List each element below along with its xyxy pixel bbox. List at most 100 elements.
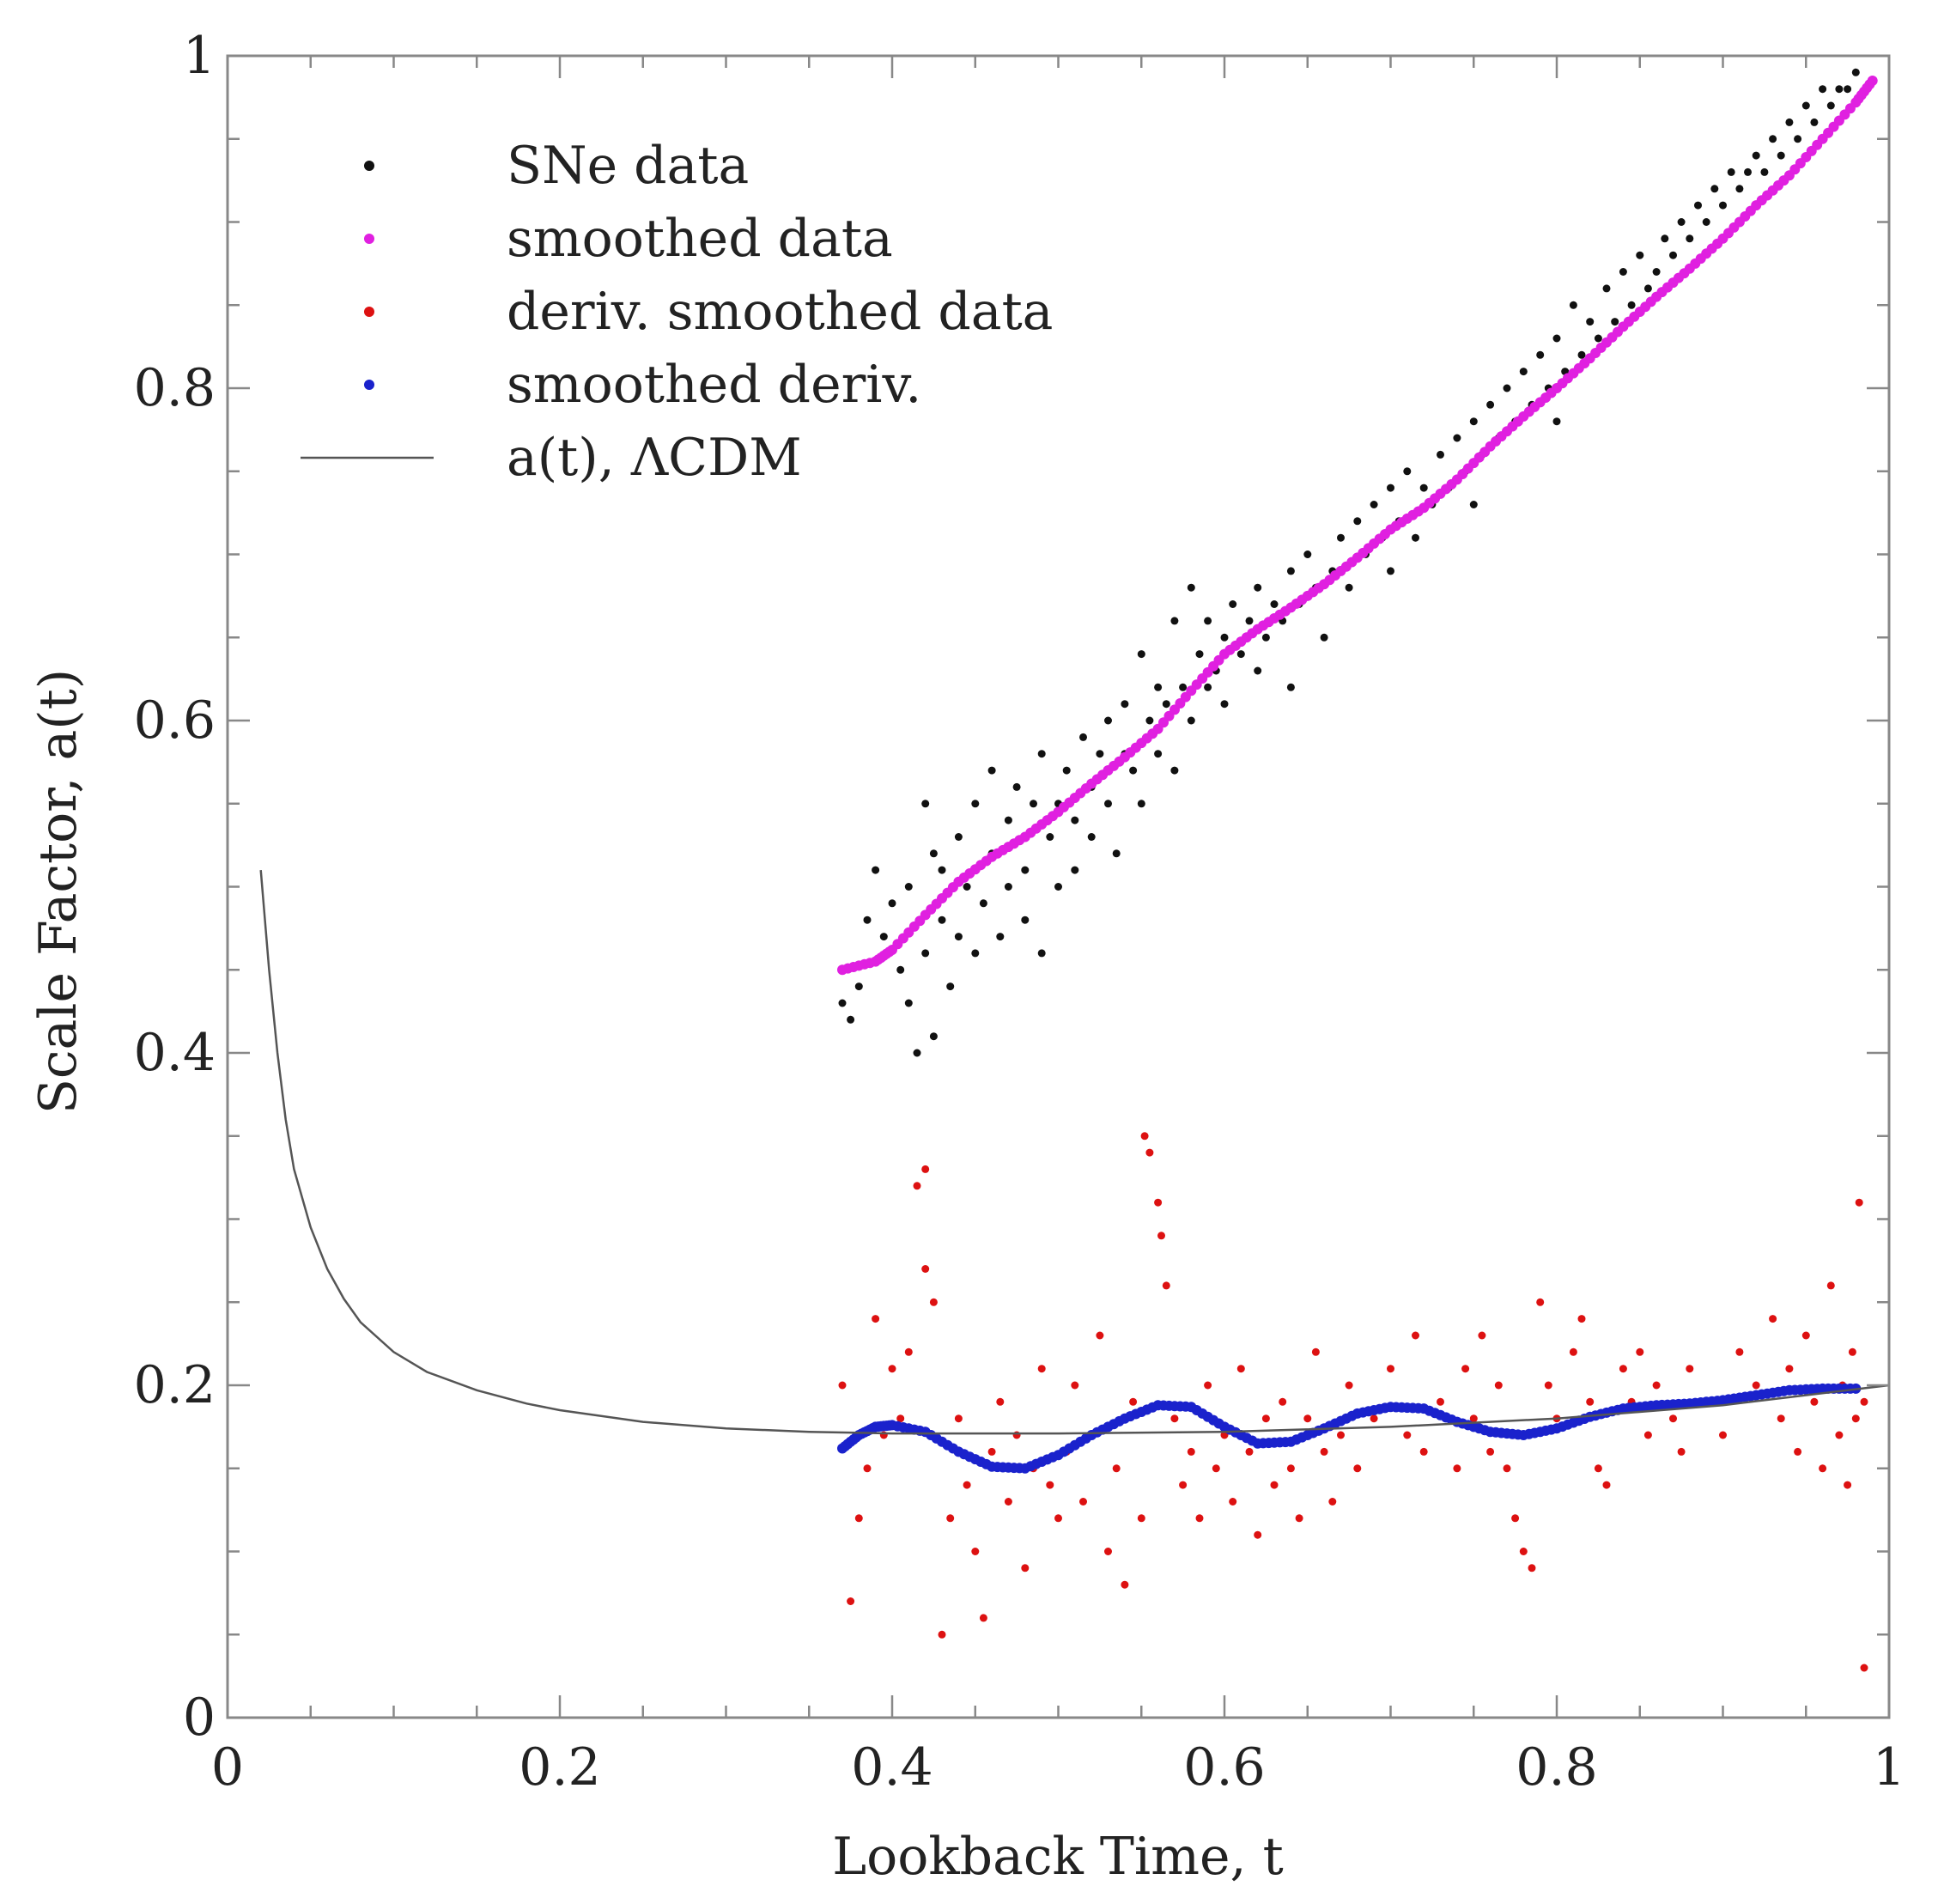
deriv-smoothed-data-point bbox=[1303, 1414, 1312, 1423]
deriv-smoothed-data-point bbox=[1195, 1514, 1204, 1523]
sne-data-point bbox=[1851, 68, 1860, 76]
smoothed-data-point bbox=[1867, 76, 1878, 86]
sne-data-point bbox=[921, 800, 930, 808]
deriv-smoothed-data-point bbox=[1844, 1481, 1852, 1489]
x-tick-label: 0.4 bbox=[851, 1737, 933, 1798]
sne-data-point bbox=[1686, 234, 1694, 243]
deriv-smoothed-data-point bbox=[1860, 1397, 1868, 1406]
legend-deriv-smoothed-data-label: deriv. smoothed data bbox=[507, 282, 1053, 342]
deriv-smoothed-data-point bbox=[904, 1347, 913, 1356]
deriv-smoothed-data-point bbox=[987, 1447, 996, 1456]
y-axis-title: Scale Factor, a(t) bbox=[28, 669, 88, 1114]
deriv-smoothed-data-point bbox=[1121, 1580, 1129, 1589]
deriv-smoothed-data-point bbox=[1735, 1347, 1744, 1356]
sne-data-point bbox=[1145, 716, 1154, 725]
sne-data-point bbox=[1104, 716, 1112, 725]
legend-deriv-smoothed-data-swatch bbox=[364, 307, 374, 317]
sne-data-point bbox=[938, 916, 946, 924]
x-axis-title: Lookback Time, t bbox=[832, 1827, 1284, 1887]
deriv-smoothed-data-point bbox=[1004, 1498, 1012, 1506]
deriv-smoothed-data-point bbox=[1311, 1347, 1320, 1356]
deriv-smoothed-data-point bbox=[1486, 1447, 1495, 1456]
x-tick-label: 0 bbox=[211, 1737, 244, 1798]
deriv-smoothed-data-point bbox=[1337, 1431, 1345, 1439]
deriv-smoothed-data-point bbox=[1785, 1365, 1794, 1373]
sne-data-point bbox=[1137, 800, 1145, 808]
sne-data-point bbox=[1486, 400, 1495, 409]
sne-data-point bbox=[1121, 700, 1129, 709]
sne-data-point bbox=[1012, 782, 1021, 791]
sne-data-point bbox=[1004, 883, 1012, 891]
sne-data-point bbox=[1694, 201, 1702, 210]
deriv-smoothed-data-point bbox=[1137, 1514, 1145, 1523]
deriv-smoothed-data-point bbox=[1669, 1414, 1677, 1423]
deriv-smoothed-data-point bbox=[1769, 1315, 1777, 1323]
sne-data-point bbox=[1403, 467, 1412, 476]
sne-data-point bbox=[1187, 583, 1195, 592]
sne-data-point bbox=[1735, 185, 1744, 193]
sne-data-point bbox=[1727, 167, 1735, 176]
sne-data-point bbox=[904, 999, 913, 1007]
sne-data-point bbox=[1387, 484, 1394, 492]
deriv-smoothed-data-point bbox=[1643, 1431, 1652, 1439]
sne-data-point bbox=[1387, 567, 1394, 575]
sne-data-point bbox=[1794, 135, 1802, 143]
sne-data-point bbox=[1752, 151, 1760, 160]
sne-data-point bbox=[1129, 766, 1138, 775]
deriv-smoothed-data-point bbox=[1835, 1431, 1844, 1439]
sne-data-point bbox=[854, 982, 863, 991]
sne-data-point bbox=[888, 899, 896, 908]
deriv-smoothed-data-point bbox=[1855, 1198, 1863, 1207]
deriv-smoothed-data-point bbox=[1636, 1347, 1644, 1356]
sne-data-point bbox=[1536, 350, 1545, 359]
sne-data-point bbox=[1286, 683, 1295, 691]
deriv-smoothed-data-point bbox=[1810, 1397, 1819, 1406]
axis-labels: Lookback Time, t Scale Factor, a(t) bbox=[28, 669, 1284, 1887]
sne-data-point bbox=[1236, 650, 1245, 659]
sne-data-point bbox=[1170, 766, 1179, 775]
sne-data-point bbox=[1643, 284, 1652, 293]
deriv-smoothed-data-point bbox=[1370, 1414, 1378, 1423]
sne-data-point bbox=[1204, 617, 1212, 625]
deriv-smoothed-data-point bbox=[1528, 1564, 1536, 1572]
sne-data-point bbox=[1710, 185, 1719, 193]
deriv-smoothed-data-point bbox=[1719, 1431, 1727, 1439]
y-tick-label: 1 bbox=[183, 26, 216, 86]
y-tick-label: 0.6 bbox=[134, 690, 216, 751]
deriv-smoothed-data-point bbox=[1187, 1447, 1195, 1456]
deriv-smoothed-data-point bbox=[1328, 1498, 1337, 1506]
sne-data-point bbox=[1229, 600, 1237, 608]
deriv-smoothed-data-point bbox=[854, 1514, 863, 1523]
deriv-smoothed-data-point bbox=[921, 1265, 930, 1273]
deriv-smoothed-data-point bbox=[1236, 1365, 1245, 1373]
deriv-smoothed-data-point bbox=[1129, 1397, 1138, 1406]
sne-data-point bbox=[1345, 583, 1353, 592]
deriv-smoothed-data-point bbox=[1801, 1331, 1810, 1340]
sne-data-point bbox=[1661, 234, 1669, 243]
sne-data-point bbox=[1254, 666, 1262, 675]
deriv-smoothed-data-point bbox=[1079, 1498, 1087, 1506]
deriv-smoothed-data-point bbox=[1112, 1464, 1121, 1473]
deriv-smoothed-data-point bbox=[863, 1464, 872, 1473]
sne-data-point bbox=[1154, 683, 1163, 691]
deriv-smoothed-data-point bbox=[1157, 1232, 1165, 1240]
sne-data-point bbox=[996, 933, 1005, 941]
sne-data-point bbox=[1220, 633, 1229, 642]
sne-data-point bbox=[1261, 633, 1270, 642]
deriv-smoothed-data-point bbox=[913, 1182, 921, 1190]
sne-data-point bbox=[938, 866, 946, 874]
sne-data-point bbox=[971, 800, 980, 808]
sne-data-point bbox=[1469, 501, 1478, 508]
deriv-smoothed-data-point bbox=[1012, 1431, 1021, 1439]
deriv-smoothed-data-point bbox=[1503, 1464, 1511, 1473]
legend-sne-data-swatch bbox=[364, 161, 374, 171]
sne-data-point bbox=[963, 883, 971, 891]
legend-smoothed-deriv-swatch bbox=[364, 380, 374, 390]
deriv-smoothed-data-point bbox=[1569, 1347, 1577, 1356]
deriv-smoothed-data-point bbox=[1345, 1381, 1353, 1390]
sne-data-point bbox=[1785, 118, 1794, 126]
deriv-smoothed-data-point bbox=[1270, 1481, 1279, 1489]
sne-data-point bbox=[1353, 517, 1362, 526]
sne-data-point bbox=[1187, 716, 1195, 725]
